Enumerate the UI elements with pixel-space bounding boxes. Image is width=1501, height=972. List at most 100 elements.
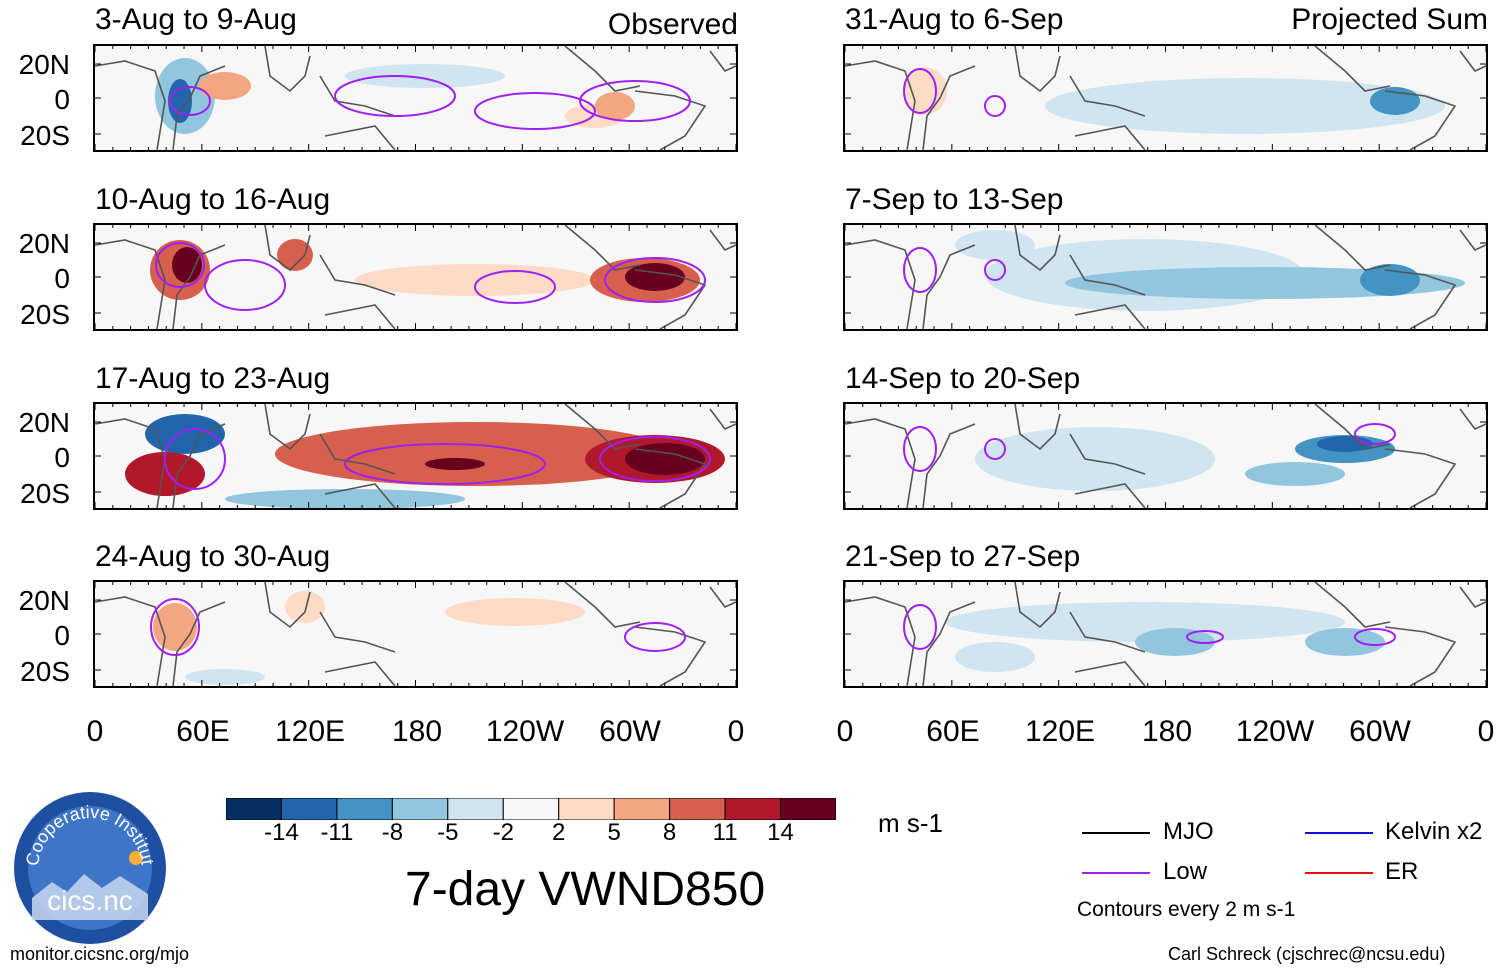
- coastline: [709, 229, 736, 251]
- coastline: [172, 244, 226, 329]
- coastline: [1314, 582, 1391, 628]
- anomaly-region: [172, 247, 202, 283]
- colorbar-box: [225, 797, 282, 821]
- low-contour: [164, 428, 226, 490]
- low-contour: [344, 443, 546, 485]
- coastline: [324, 125, 396, 150]
- units-label: m s-1: [878, 808, 943, 838]
- legend-line-kelvin: [1305, 832, 1373, 834]
- lat-label-0: 0: [54, 442, 70, 473]
- legend-label-mjo: MJO: [1163, 818, 1214, 845]
- coastline: [634, 90, 707, 150]
- low-contour: [1354, 423, 1396, 445]
- low-contour: [903, 247, 937, 293]
- anomaly-region: [625, 443, 705, 475]
- coastline: [634, 448, 707, 508]
- anomaly-region: [345, 64, 505, 88]
- coastline: [1459, 408, 1486, 430]
- anomaly-region: [425, 458, 485, 470]
- map-svg: [95, 404, 736, 508]
- coastline: [1014, 404, 1061, 451]
- panel-title-obs-2: 10-Aug to 16-Aug: [95, 183, 331, 216]
- lon-label-60e: 60E: [926, 715, 980, 748]
- coastline: [845, 596, 916, 686]
- low-contour: [579, 80, 691, 122]
- map-panel-proj-2: [843, 223, 1488, 331]
- lat-label-20n: 20N: [18, 407, 70, 438]
- lon-label-60e: 60E: [176, 715, 230, 748]
- lon-label-180: 180: [391, 715, 443, 748]
- map-svg: [95, 582, 736, 686]
- footer-url: monitor.cicsnc.org/mjo: [10, 944, 190, 964]
- lon-label-120w: 120W: [485, 715, 565, 748]
- logo-brand: cics.nc: [47, 885, 133, 916]
- coastline: [264, 582, 311, 629]
- colorbar-box: [780, 797, 837, 821]
- coastline: [264, 46, 311, 93]
- coastline: [319, 611, 396, 653]
- colorbar-box: [558, 797, 615, 821]
- coastline: [319, 433, 396, 475]
- coastline: [324, 661, 396, 686]
- panel-title-proj-1: 31-Aug to 6-Sep: [845, 3, 1064, 36]
- low-contour: [903, 68, 937, 114]
- legend-label-er: ER: [1385, 858, 1419, 885]
- cics-logo: Cooperative Institute for Climate and Sa…: [12, 790, 166, 944]
- anomaly-region: [275, 422, 675, 486]
- lat-label-20n: 20N: [18, 585, 70, 616]
- map-svg: [95, 46, 736, 150]
- coastline: [95, 596, 166, 686]
- low-contour: [903, 604, 937, 650]
- legend-label-low: Low: [1163, 858, 1208, 885]
- colorbar-box: [724, 797, 782, 821]
- anomaly-region: [225, 489, 465, 508]
- map-svg: [845, 225, 1486, 329]
- coastline: [95, 418, 166, 508]
- panel-title-obs-3: 17-Aug to 23-Aug: [95, 362, 331, 395]
- coastline: [564, 225, 641, 271]
- coastline: [1459, 229, 1486, 251]
- anomaly-region: [1245, 462, 1345, 486]
- lon-label-180: 180: [1141, 715, 1193, 748]
- coastline: [172, 601, 226, 686]
- lat-label-0: 0: [54, 620, 70, 651]
- lon-label-0-end: 0: [1477, 715, 1495, 748]
- lat-label-20n: 20N: [18, 49, 70, 80]
- map-svg: [845, 582, 1486, 686]
- low-contour: [624, 622, 686, 652]
- colorbar-box: [502, 797, 560, 821]
- lon-label-120e: 120E: [1024, 715, 1096, 748]
- coastline: [564, 46, 641, 92]
- coastline: [845, 418, 916, 508]
- colorbar-box: [669, 797, 726, 821]
- observed-label: Observed: [607, 8, 738, 41]
- coastline: [1074, 125, 1146, 150]
- map-background: [95, 582, 736, 686]
- colorbar-tick-label: 11: [712, 819, 738, 846]
- coastline: [845, 60, 916, 150]
- coastline: [922, 65, 976, 150]
- legend-line-er: [1305, 872, 1373, 874]
- low-contour: [599, 436, 711, 482]
- lat-label-20s: 20S: [20, 478, 70, 509]
- anomaly-region: [955, 642, 1035, 672]
- colorbar-tick-label: 14: [767, 819, 794, 846]
- colorbar-box: [280, 797, 338, 821]
- low-contour: [984, 438, 1006, 460]
- panel-title-proj-3: 14-Sep to 20-Sep: [845, 362, 1081, 395]
- coastline: [1074, 661, 1146, 686]
- colorbar-box: [391, 797, 449, 821]
- lat-label-20n: 20N: [18, 228, 70, 259]
- coastline: [564, 404, 641, 450]
- contour-note: Contours every 2 m s-1: [1077, 898, 1296, 921]
- lon-label-60w: 60W: [1349, 715, 1411, 748]
- map-svg: [845, 404, 1486, 508]
- anomaly-region: [955, 230, 1035, 260]
- anomaly-region: [199, 72, 251, 100]
- panel-title-obs-4: 24-Aug to 30-Aug: [95, 540, 331, 573]
- coastline: [324, 304, 396, 329]
- colorbar: [225, 797, 837, 821]
- lon-label-0-end: 0: [727, 715, 745, 748]
- coastline: [1459, 50, 1486, 72]
- chart-title: 7-day VWND850: [405, 863, 766, 916]
